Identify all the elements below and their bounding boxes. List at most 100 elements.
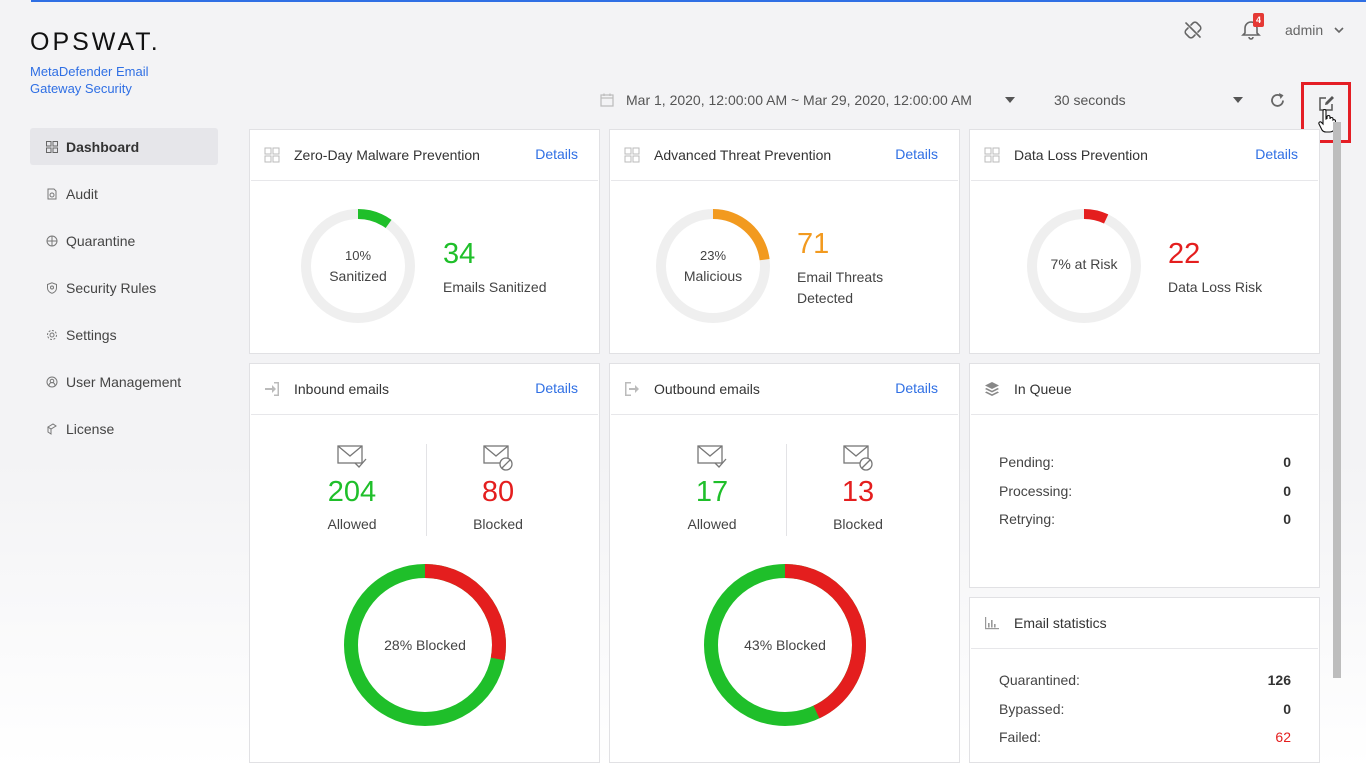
email-statistics-card: Email statistics Quarantined: 126 Bypasse… bbox=[969, 597, 1320, 763]
row-label: Retrying: bbox=[999, 511, 1056, 528]
ring-center-label: 10% Sanitized bbox=[300, 245, 416, 287]
user-icon bbox=[46, 376, 58, 387]
inbound-donut-chart bbox=[344, 564, 506, 726]
details-link[interactable]: Details bbox=[895, 380, 938, 396]
date-range-picker[interactable]: Mar 1, 2020, 12:00:00 AM ~ Mar 29, 2020,… bbox=[626, 92, 972, 108]
audit-icon bbox=[47, 188, 57, 199]
bar-chart-icon bbox=[985, 617, 999, 630]
row-label: Processing: bbox=[999, 482, 1073, 499]
notification-badge: 4 bbox=[1253, 13, 1264, 27]
hand-cursor-icon bbox=[1318, 109, 1336, 133]
stats-row-bypassed: Bypassed: 0 bbox=[999, 695, 1291, 724]
caret-down-icon[interactable] bbox=[1233, 97, 1243, 104]
risk-ring-chart bbox=[1027, 209, 1141, 323]
stats-list: Quarantined: 126 Bypassed: 0 Failed: 62 bbox=[999, 666, 1291, 752]
sanitized-ring-chart bbox=[301, 209, 415, 323]
outbound-blocked-arc bbox=[704, 564, 866, 726]
row-label: Bypassed: bbox=[999, 700, 1065, 717]
risk-count: 22 bbox=[1168, 238, 1201, 270]
sign-in-icon bbox=[265, 382, 279, 396]
donut-center-label: 43% Blocked bbox=[744, 637, 826, 653]
row-value: 0 bbox=[1283, 511, 1291, 528]
product-name: MetaDefender Email Gateway Security bbox=[30, 64, 149, 96]
opswat-logo: OPSWAT. bbox=[30, 28, 161, 56]
row-value: 0 bbox=[1283, 454, 1291, 471]
license-icon bbox=[47, 422, 57, 435]
sidebar-item-user-management[interactable]: User Management bbox=[30, 363, 218, 400]
edit-icon[interactable] bbox=[1318, 95, 1335, 112]
sidebar-item-audit[interactable]: Audit bbox=[30, 175, 218, 212]
details-link[interactable]: Details bbox=[895, 146, 938, 162]
allowed-label: Allowed bbox=[687, 516, 737, 532]
threats-label-line1: Email Threats bbox=[797, 269, 884, 285]
row-value: 0 bbox=[1283, 482, 1291, 499]
ring-percent: 10% bbox=[344, 248, 372, 263]
ring-word: Malicious bbox=[683, 268, 743, 284]
refresh-interval-select[interactable]: 30 seconds bbox=[1054, 92, 1126, 108]
details-link[interactable]: Details bbox=[1255, 146, 1298, 162]
ring-center-label: 23% Malicious bbox=[655, 245, 771, 287]
inbound-emails-card: Inbound emails Details 204 Allowed 80 Bl… bbox=[249, 363, 600, 763]
card-title: Inbound emails bbox=[294, 381, 389, 397]
sidebar-item-label: Dashboard bbox=[66, 138, 140, 155]
card-header: Outbound emails Details bbox=[611, 364, 958, 415]
logo: OPSWAT. MetaDefender Email Gateway Secur… bbox=[30, 28, 170, 97]
sign-out-icon bbox=[625, 382, 639, 396]
divider bbox=[426, 444, 427, 536]
allowed-count: 204 bbox=[327, 476, 377, 508]
card-header: Inbound emails Details bbox=[251, 364, 598, 415]
details-link[interactable]: Details bbox=[535, 146, 578, 162]
gear-icon bbox=[47, 329, 57, 340]
card-header: Zero-Day Malware Prevention Details bbox=[251, 130, 598, 181]
sidebar-item-security-rules[interactable]: Security Rules bbox=[30, 269, 218, 306]
layers-icon bbox=[985, 382, 999, 396]
row-value: 126 bbox=[1267, 672, 1291, 689]
sidebar-item-dashboard[interactable]: Dashboard bbox=[30, 128, 218, 165]
chevron-down-icon[interactable] bbox=[1334, 26, 1344, 34]
blocked-label: Blocked bbox=[833, 516, 883, 532]
refresh-icon[interactable] bbox=[1269, 92, 1286, 109]
queue-row-pending: Pending: 0 bbox=[999, 448, 1291, 477]
row-label: Failed: bbox=[999, 729, 1042, 746]
malicious-ring-chart bbox=[656, 209, 770, 323]
queue-list: Pending: 0 Processing: 0 Retrying: 0 bbox=[999, 448, 1291, 534]
shield-icon bbox=[47, 281, 57, 294]
data-loss-card: Data Loss Prevention Details 7% at Risk … bbox=[969, 129, 1320, 354]
card-title: Zero-Day Malware Prevention bbox=[294, 147, 480, 163]
mail-check-icon bbox=[697, 445, 727, 468]
ring-center-label: 7% at Risk bbox=[1050, 256, 1118, 272]
queue-row-processing: Processing: 0 bbox=[999, 477, 1291, 506]
user-menu[interactable]: admin bbox=[1285, 22, 1324, 38]
risk-label: Data Loss Risk bbox=[1168, 279, 1263, 295]
widget-icon bbox=[264, 147, 280, 163]
sidebar-item-license[interactable]: License bbox=[30, 410, 218, 447]
card-title: Email statistics bbox=[1014, 615, 1107, 631]
sidebar-item-label: Settings bbox=[66, 326, 117, 343]
details-link[interactable]: Details bbox=[535, 380, 578, 396]
sanitized-label: Emails Sanitized bbox=[443, 279, 547, 295]
ring-word: Sanitized bbox=[329, 268, 387, 284]
blocked-count: 13 bbox=[841, 476, 875, 508]
sidebar-item-quarantine[interactable]: Quarantine bbox=[30, 222, 218, 259]
threats-count: 71 bbox=[797, 228, 830, 260]
scrollbar[interactable] bbox=[1333, 122, 1341, 678]
caret-down-icon[interactable] bbox=[1005, 97, 1015, 104]
blocked-label: Blocked bbox=[473, 516, 523, 532]
edit-dashboard-button[interactable] bbox=[1301, 82, 1351, 143]
risk-ring-arc bbox=[1027, 209, 1141, 323]
sidebar-item-label: Quarantine bbox=[66, 232, 136, 249]
widget-icon bbox=[984, 147, 1000, 163]
donut-center-label: 28% Blocked bbox=[384, 637, 466, 653]
mail-check-icon bbox=[337, 445, 367, 468]
card-title: Outbound emails bbox=[654, 381, 760, 397]
zero-day-card: Zero-Day Malware Prevention Details 10% … bbox=[249, 129, 600, 354]
widget-icon bbox=[624, 147, 640, 163]
row-value: 62 bbox=[1275, 729, 1291, 746]
sidebar-item-label: License bbox=[66, 420, 115, 437]
queue-row-retrying: Retrying: 0 bbox=[999, 505, 1291, 534]
sidebar-item-settings[interactable]: Settings bbox=[30, 316, 218, 353]
dashboard-icon bbox=[46, 140, 58, 153]
allowed-label: Allowed bbox=[327, 516, 377, 532]
unlink-icon[interactable] bbox=[1183, 20, 1203, 40]
card-title: Advanced Threat Prevention bbox=[654, 147, 832, 163]
